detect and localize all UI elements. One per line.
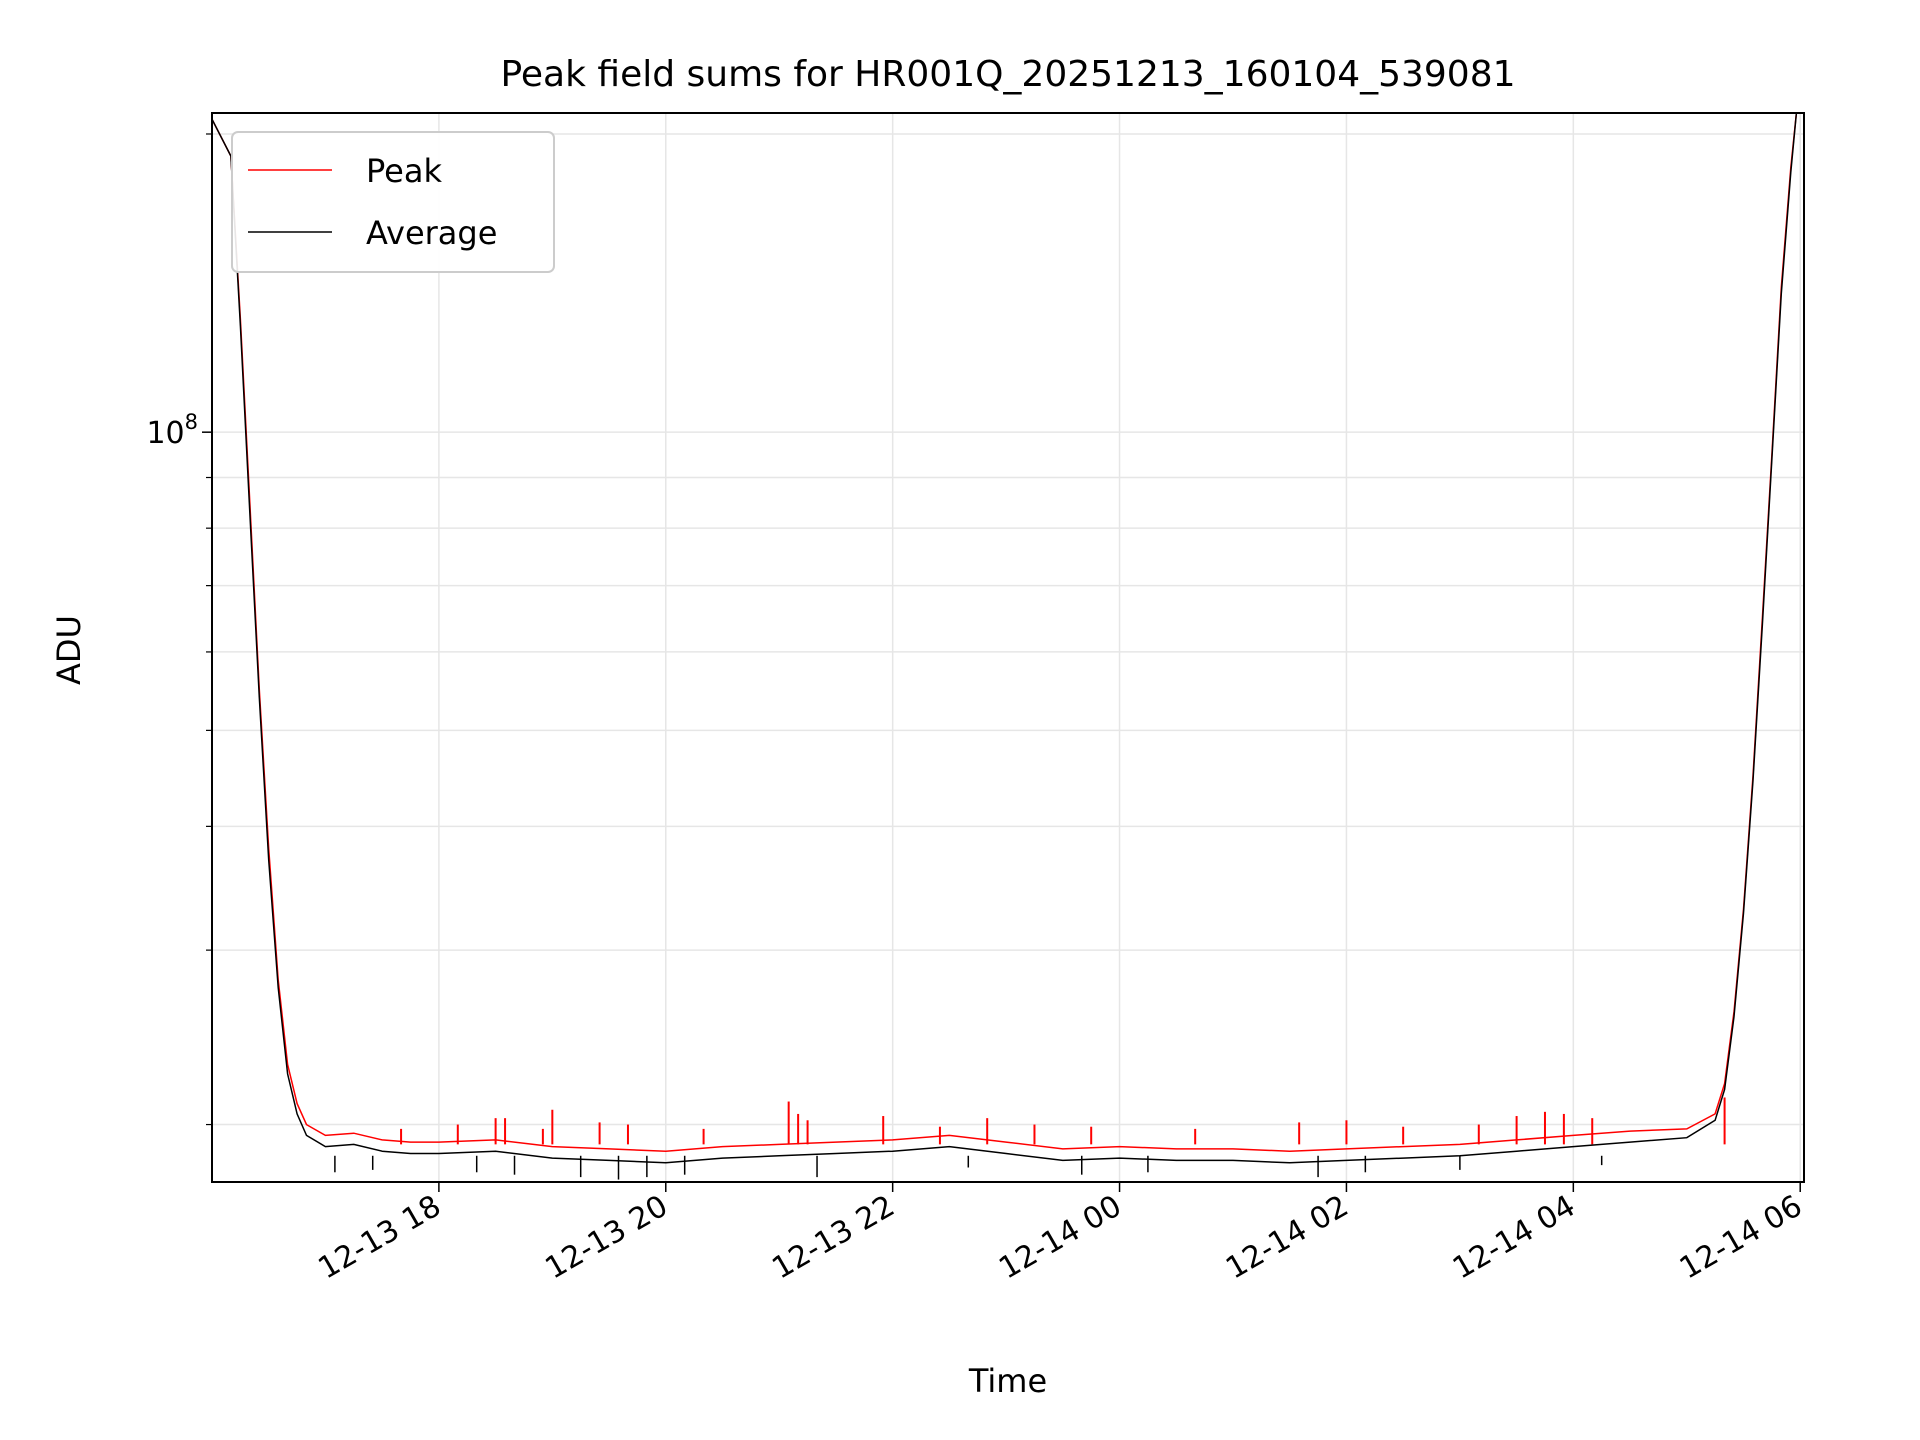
x-tick-label: 12-13 18 [313, 1189, 447, 1287]
legend-frame [231, 131, 555, 273]
average-series-line [212, 113, 1798, 1164]
x-axis-label: Time [968, 1362, 1047, 1400]
x-tick-label: 12-13 20 [539, 1189, 673, 1287]
x-tick-label: 12-14 00 [993, 1189, 1127, 1287]
grid [212, 113, 1804, 1182]
plot-area [212, 113, 1798, 1180]
chart-title: Peak field sums for HR001Q_20251213_1601… [500, 54, 1515, 95]
x-tick-label: 12-13 22 [766, 1189, 900, 1287]
legend-label-peak: Peak [366, 152, 442, 190]
legend-label-average: Average [366, 214, 497, 252]
plot-frame [211, 112, 1805, 1183]
y-tick-label: 108 [146, 410, 198, 451]
axes: 12-13 18 12-13 20 12-13 22 12-14 00 12-14 02… [146, 133, 1808, 1287]
legend: Peak Average [231, 131, 555, 273]
series-group [212, 113, 1798, 1180]
x-tick-label: 12-14 02 [1220, 1189, 1354, 1287]
x-tick-label: 12-14 06 [1674, 1189, 1808, 1287]
x-tick-label: 12-14 04 [1447, 1189, 1581, 1287]
y-axis-label: ADU [50, 615, 88, 685]
